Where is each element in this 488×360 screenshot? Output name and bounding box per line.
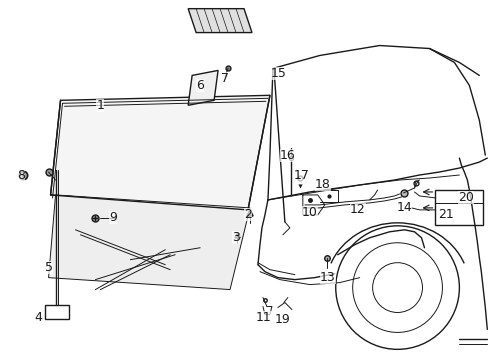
Text: 18: 18 [314,179,330,192]
Text: 13: 13 [319,271,335,284]
Text: 20: 20 [457,192,473,204]
Text: 19: 19 [274,313,290,326]
Polygon shape [50,95,269,210]
Text: 11: 11 [256,311,271,324]
Text: 12: 12 [349,203,365,216]
Text: 3: 3 [232,231,240,244]
Text: 8: 8 [17,168,24,181]
Polygon shape [44,305,68,319]
Text: 10: 10 [301,206,317,219]
Text: 5: 5 [44,261,52,274]
Text: 15: 15 [270,67,286,80]
Text: 16: 16 [280,149,295,162]
Bar [435,190,482,225]
Text: 6: 6 [196,79,203,92]
Text: 1: 1 [96,99,104,112]
Text: 4: 4 [35,311,42,324]
Text: 7: 7 [221,72,228,85]
Text: 21: 21 [438,208,453,221]
Polygon shape [48,195,249,289]
Text: 9: 9 [109,211,117,224]
Polygon shape [188,71,218,105]
Text: 14: 14 [396,201,411,215]
Text: 2: 2 [244,208,251,221]
Polygon shape [188,9,251,32]
Text: 17: 17 [293,168,309,181]
